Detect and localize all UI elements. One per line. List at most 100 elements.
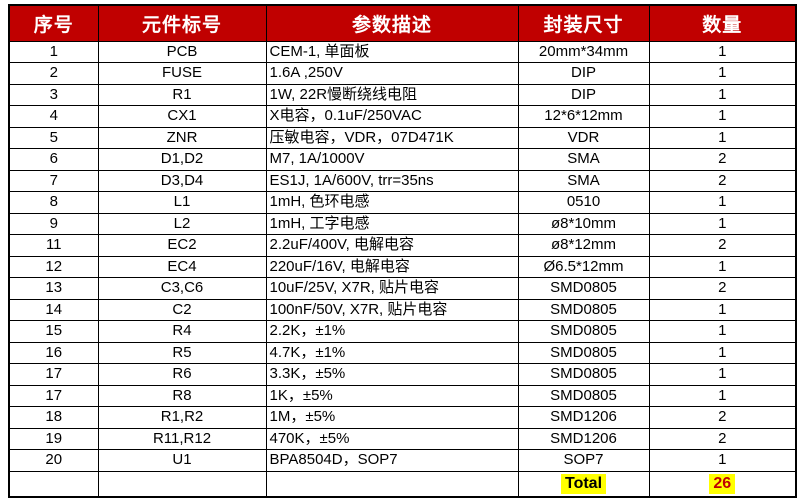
cell-designator: FUSE [97, 62, 267, 85]
table-row: 5 ZNR 压敏电容，VDR，07D471K VDR 1 [8, 126, 797, 149]
table-row: 3 R1 1W, 22R慢断绕线电阻 DIP 1 [8, 83, 797, 106]
total-quantity-badge: 26 [709, 473, 736, 494]
cell-description: 100nF/50V, X7R, 贴片电容 [265, 298, 519, 321]
cell-designator: C2 [97, 298, 267, 321]
col-header-qty: 数量 [648, 4, 797, 42]
cell-package: VDR [517, 126, 650, 149]
col-header-package: 封装尺寸 [517, 4, 650, 42]
cell-designator: R1,R2 [97, 406, 267, 429]
cell-qty: 1 [648, 62, 797, 85]
cell-description: M7, 1A/1000V [265, 148, 519, 171]
cell-description: X电容，0.1uF/250VAC [265, 105, 519, 128]
table-row: 15 R4 2.2K，±1% SMD0805 1 [8, 320, 797, 343]
cell-package: SMA [517, 148, 650, 171]
table-row: 2 FUSE 1.6A ,250V DIP 1 [8, 62, 797, 85]
cell-qty: 1 [648, 449, 797, 472]
cell-designator: R11,R12 [97, 427, 267, 450]
col-header-description: 参数描述 [265, 4, 519, 42]
cell-designator: L1 [97, 191, 267, 214]
cell-description: 1mH, 色环电感 [265, 191, 519, 214]
table-row: 9 L2 1mH, 工字电感 ø8*10mm 1 [8, 212, 797, 235]
cell-designator: CX1 [97, 105, 267, 128]
table-row: 11 EC2 2.2uF/400V, 电解电容 ø8*12mm 2 [8, 234, 797, 257]
cell-serial: 18 [8, 406, 99, 429]
cell-designator: R5 [97, 341, 267, 364]
cell-serial: 9 [8, 212, 99, 235]
cell-description: 1M，±5% [265, 406, 519, 429]
cell-package: Ø6.5*12mm [517, 255, 650, 278]
cell-package: SMD0805 [517, 277, 650, 300]
cell-qty: 1 [648, 320, 797, 343]
table-row: 16 R5 4.7K，±1% SMD0805 1 [8, 341, 797, 364]
cell-qty: 1 [648, 40, 797, 63]
cell-qty: 2 [648, 406, 797, 429]
cell-serial: 15 [8, 320, 99, 343]
cell-designator: PCB [97, 40, 267, 63]
cell-designator: EC4 [97, 255, 267, 278]
cell-description: 220uF/16V, 电解电容 [265, 255, 519, 278]
cell-package: SMD1206 [517, 406, 650, 429]
cell-description: 3.3K，±5% [265, 363, 519, 386]
cell-package: SMD0805 [517, 341, 650, 364]
cell-description: 10uF/25V, X7R, 贴片电容 [265, 277, 519, 300]
cell-designator: D3,D4 [97, 169, 267, 192]
cell-package: Total [517, 470, 650, 498]
total-row: Total 26 [8, 470, 797, 498]
cell-description: 1W, 22R慢断绕线电阻 [265, 83, 519, 106]
cell-qty: 2 [648, 427, 797, 450]
cell-description: 1K，±5% [265, 384, 519, 407]
cell-designator [97, 470, 267, 498]
table-row: 14 C2 100nF/50V, X7R, 贴片电容 SMD0805 1 [8, 298, 797, 321]
table-row: 20 U1 BPA8504D，SOP7 SOP7 1 [8, 449, 797, 472]
cell-description: 压敏电容，VDR，07D471K [265, 126, 519, 149]
cell-qty: 1 [648, 384, 797, 407]
cell-description: 2.2uF/400V, 电解电容 [265, 234, 519, 257]
cell-package: SOP7 [517, 449, 650, 472]
cell-serial: 4 [8, 105, 99, 128]
cell-description: 1.6A ,250V [265, 62, 519, 85]
cell-package: DIP [517, 62, 650, 85]
cell-package: SMA [517, 169, 650, 192]
cell-package: SMD0805 [517, 320, 650, 343]
cell-qty: 26 [648, 470, 797, 498]
cell-description: 2.2K，±1% [265, 320, 519, 343]
cell-description: 4.7K，±1% [265, 341, 519, 364]
cell-qty: 2 [648, 277, 797, 300]
cell-designator: R6 [97, 363, 267, 386]
cell-package: ø8*12mm [517, 234, 650, 257]
table-row: 12 EC4 220uF/16V, 电解电容 Ø6.5*12mm 1 [8, 255, 797, 278]
cell-qty: 2 [648, 148, 797, 171]
table-row: 6 D1,D2 M7, 1A/1000V SMA 2 [8, 148, 797, 171]
cell-description [265, 470, 519, 498]
cell-package: DIP [517, 83, 650, 106]
total-label: Total [560, 473, 607, 494]
col-header-serial: 序号 [8, 4, 99, 42]
cell-designator: EC2 [97, 234, 267, 257]
cell-serial: 3 [8, 83, 99, 106]
table-row: 4 CX1 X电容，0.1uF/250VAC 12*6*12mm 1 [8, 105, 797, 128]
cell-serial [8, 470, 99, 498]
cell-serial: 11 [8, 234, 99, 257]
cell-serial: 6 [8, 148, 99, 171]
cell-qty: 1 [648, 363, 797, 386]
cell-serial: 16 [8, 341, 99, 364]
cell-package: SMD0805 [517, 363, 650, 386]
cell-serial: 13 [8, 277, 99, 300]
cell-designator: R8 [97, 384, 267, 407]
cell-package: SMD1206 [517, 427, 650, 450]
table-row: 17 R8 1K，±5% SMD0805 1 [8, 384, 797, 407]
cell-description: BPA8504D，SOP7 [265, 449, 519, 472]
table-row: 7 D3,D4 ES1J, 1A/600V, trr=35ns SMA 2 [8, 169, 797, 192]
cell-serial: 2 [8, 62, 99, 85]
cell-designator: R1 [97, 83, 267, 106]
cell-package: 20mm*34mm [517, 40, 650, 63]
cell-designator: ZNR [97, 126, 267, 149]
cell-qty: 1 [648, 105, 797, 128]
table-row: 18 R1,R2 1M，±5% SMD1206 2 [8, 406, 797, 429]
cell-qty: 2 [648, 169, 797, 192]
cell-description: 470K，±5% [265, 427, 519, 450]
cell-qty: 2 [648, 234, 797, 257]
cell-designator: L2 [97, 212, 267, 235]
cell-description: CEM-1, 单面板 [265, 40, 519, 63]
